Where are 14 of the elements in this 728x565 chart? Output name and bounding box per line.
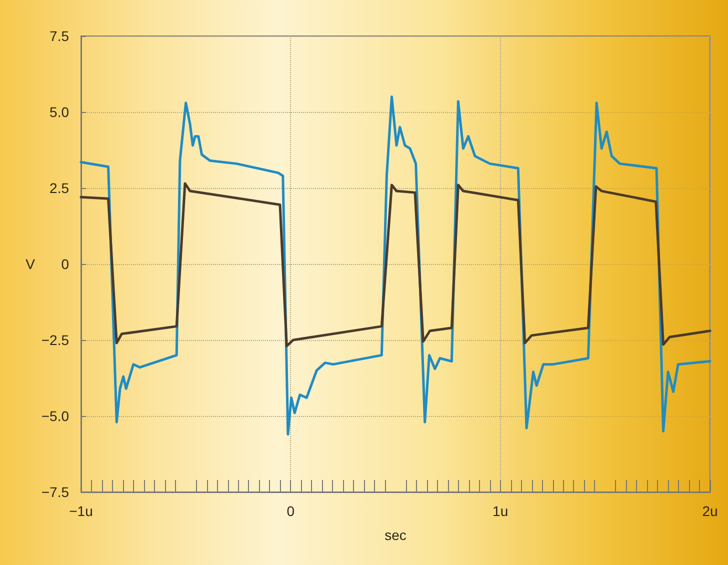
y-tick-label: 7.5 bbox=[50, 28, 70, 44]
y-tick-label: 0 bbox=[61, 256, 70, 272]
y-tick-label: 2.5 bbox=[50, 180, 70, 196]
y-tick-label: −7.5 bbox=[41, 484, 70, 500]
line-series bbox=[80, 182, 712, 348]
x-tick-label: −1u bbox=[69, 503, 93, 519]
y-tick-label: 5.0 bbox=[50, 104, 70, 120]
x-tick-label: 2u bbox=[702, 503, 718, 519]
y-tick-label: −5.0 bbox=[41, 408, 70, 424]
y-tick-label: −2.5 bbox=[41, 332, 70, 348]
x-tick-label: 1u bbox=[492, 503, 508, 519]
x-axis-title: sec bbox=[384, 527, 406, 543]
x-tick-label: 0 bbox=[286, 503, 295, 519]
y-axis-title: V bbox=[26, 256, 36, 272]
